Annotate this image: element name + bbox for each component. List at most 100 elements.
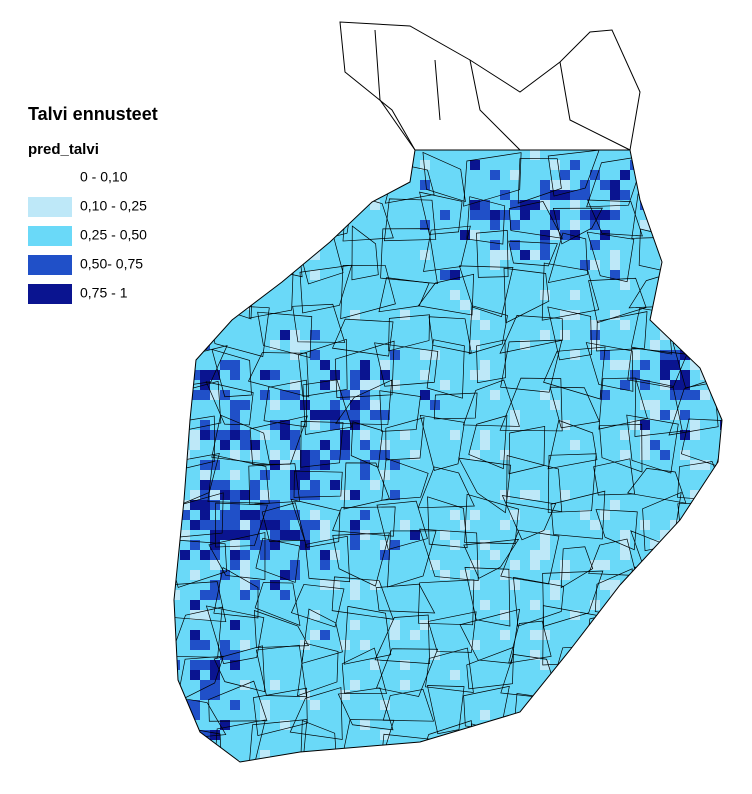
municipality-border (544, 683, 605, 740)
prediction-cell (240, 570, 250, 580)
prediction-cell (180, 530, 190, 540)
prediction-cell (190, 430, 200, 440)
municipality-border (713, 607, 722, 657)
prediction-cell (340, 490, 350, 500)
prediction-cell (240, 300, 250, 310)
municipality-border (221, 775, 269, 794)
prediction-cell (380, 440, 390, 450)
prediction-cell (220, 520, 230, 530)
prediction-cell (640, 400, 650, 410)
prediction-cell (240, 180, 250, 190)
municipality-border (343, 605, 392, 665)
prediction-cell (680, 560, 690, 570)
prediction-cell (210, 430, 220, 440)
municipality-border (544, 731, 606, 762)
prediction-cell (320, 360, 330, 370)
prediction-cell (360, 720, 370, 730)
prediction-cell (370, 410, 380, 420)
municipality-border (458, 265, 514, 318)
municipality-border (476, 339, 506, 384)
prediction-cell (490, 250, 500, 260)
prediction-cell (660, 230, 670, 240)
prediction-cell (720, 350, 722, 360)
prediction-cell (310, 450, 320, 460)
prediction-cell (720, 530, 722, 540)
municipality-border (214, 169, 268, 193)
legend-swatch (28, 255, 72, 275)
prediction-cell (190, 630, 200, 640)
prediction-cell (240, 550, 250, 560)
municipality-border (331, 318, 394, 357)
prediction-cell (340, 390, 350, 400)
prediction-cell (650, 220, 660, 230)
municipality-border (346, 154, 390, 201)
prediction-cell (490, 240, 500, 250)
prediction-cell (600, 390, 610, 400)
prediction-cell (174, 300, 180, 310)
prediction-cell (180, 550, 190, 560)
prediction-cell (660, 370, 670, 380)
prediction-cell (190, 390, 200, 400)
municipality-border (425, 647, 474, 693)
prediction-cell (350, 370, 360, 380)
municipality-border (375, 583, 436, 614)
legend-label: 0,25 - 0,50 (80, 227, 147, 243)
prediction-cell (620, 530, 630, 540)
prediction-cell (200, 240, 210, 250)
prediction-cell (260, 750, 270, 760)
municipality-border (208, 680, 268, 722)
prediction-cell (360, 640, 370, 650)
prediction-cell (590, 330, 600, 340)
prediction-cell (680, 230, 690, 240)
municipality-border (205, 605, 265, 665)
prediction-cell (630, 160, 640, 170)
prediction-cell (510, 580, 520, 590)
prediction-cell (670, 290, 680, 300)
municipality-border (174, 581, 227, 623)
prediction-cell (350, 420, 360, 430)
municipality-border (292, 152, 335, 203)
prediction-cell (250, 540, 260, 550)
prediction-cell (270, 680, 280, 690)
municipality-border (508, 240, 558, 267)
municipality-border (426, 339, 465, 399)
municipality-border (585, 342, 634, 392)
prediction-cell (590, 340, 600, 350)
prediction-cell (174, 590, 180, 600)
prediction-cell (300, 520, 310, 530)
prediction-cell (550, 750, 560, 760)
prediction-cell (530, 250, 540, 260)
prediction-cell (290, 510, 300, 520)
prediction-cell (670, 550, 680, 560)
prediction-cell (630, 630, 640, 640)
prediction-cell (630, 370, 640, 380)
municipality-border (724, 727, 752, 775)
prediction-cell (320, 460, 330, 470)
prediction-cell (350, 590, 360, 600)
municipality-border (716, 567, 722, 614)
prediction-cell (350, 520, 360, 530)
prediction-cell (390, 540, 400, 550)
prediction-cell (290, 470, 300, 480)
prediction-cell (360, 510, 370, 520)
prediction-cell (200, 550, 210, 560)
prediction-cell (330, 370, 340, 380)
prediction-cell (380, 730, 390, 740)
prediction-cell (680, 370, 690, 380)
prediction-cell (360, 190, 370, 200)
prediction-cell (174, 460, 180, 470)
prediction-cell (230, 430, 240, 440)
prediction-cell (230, 420, 240, 430)
prediction-cell (550, 190, 560, 200)
prediction-cell (520, 250, 530, 260)
municipality-border (213, 645, 266, 693)
prediction-cell (320, 630, 330, 640)
prediction-cell (720, 330, 722, 340)
municipality-border (636, 763, 680, 794)
legend-label: 0,75 - 1 (80, 285, 128, 301)
prediction-cell (640, 570, 650, 580)
municipality-border (676, 163, 722, 200)
prediction-cell (540, 550, 550, 560)
prediction-cell (330, 580, 340, 590)
